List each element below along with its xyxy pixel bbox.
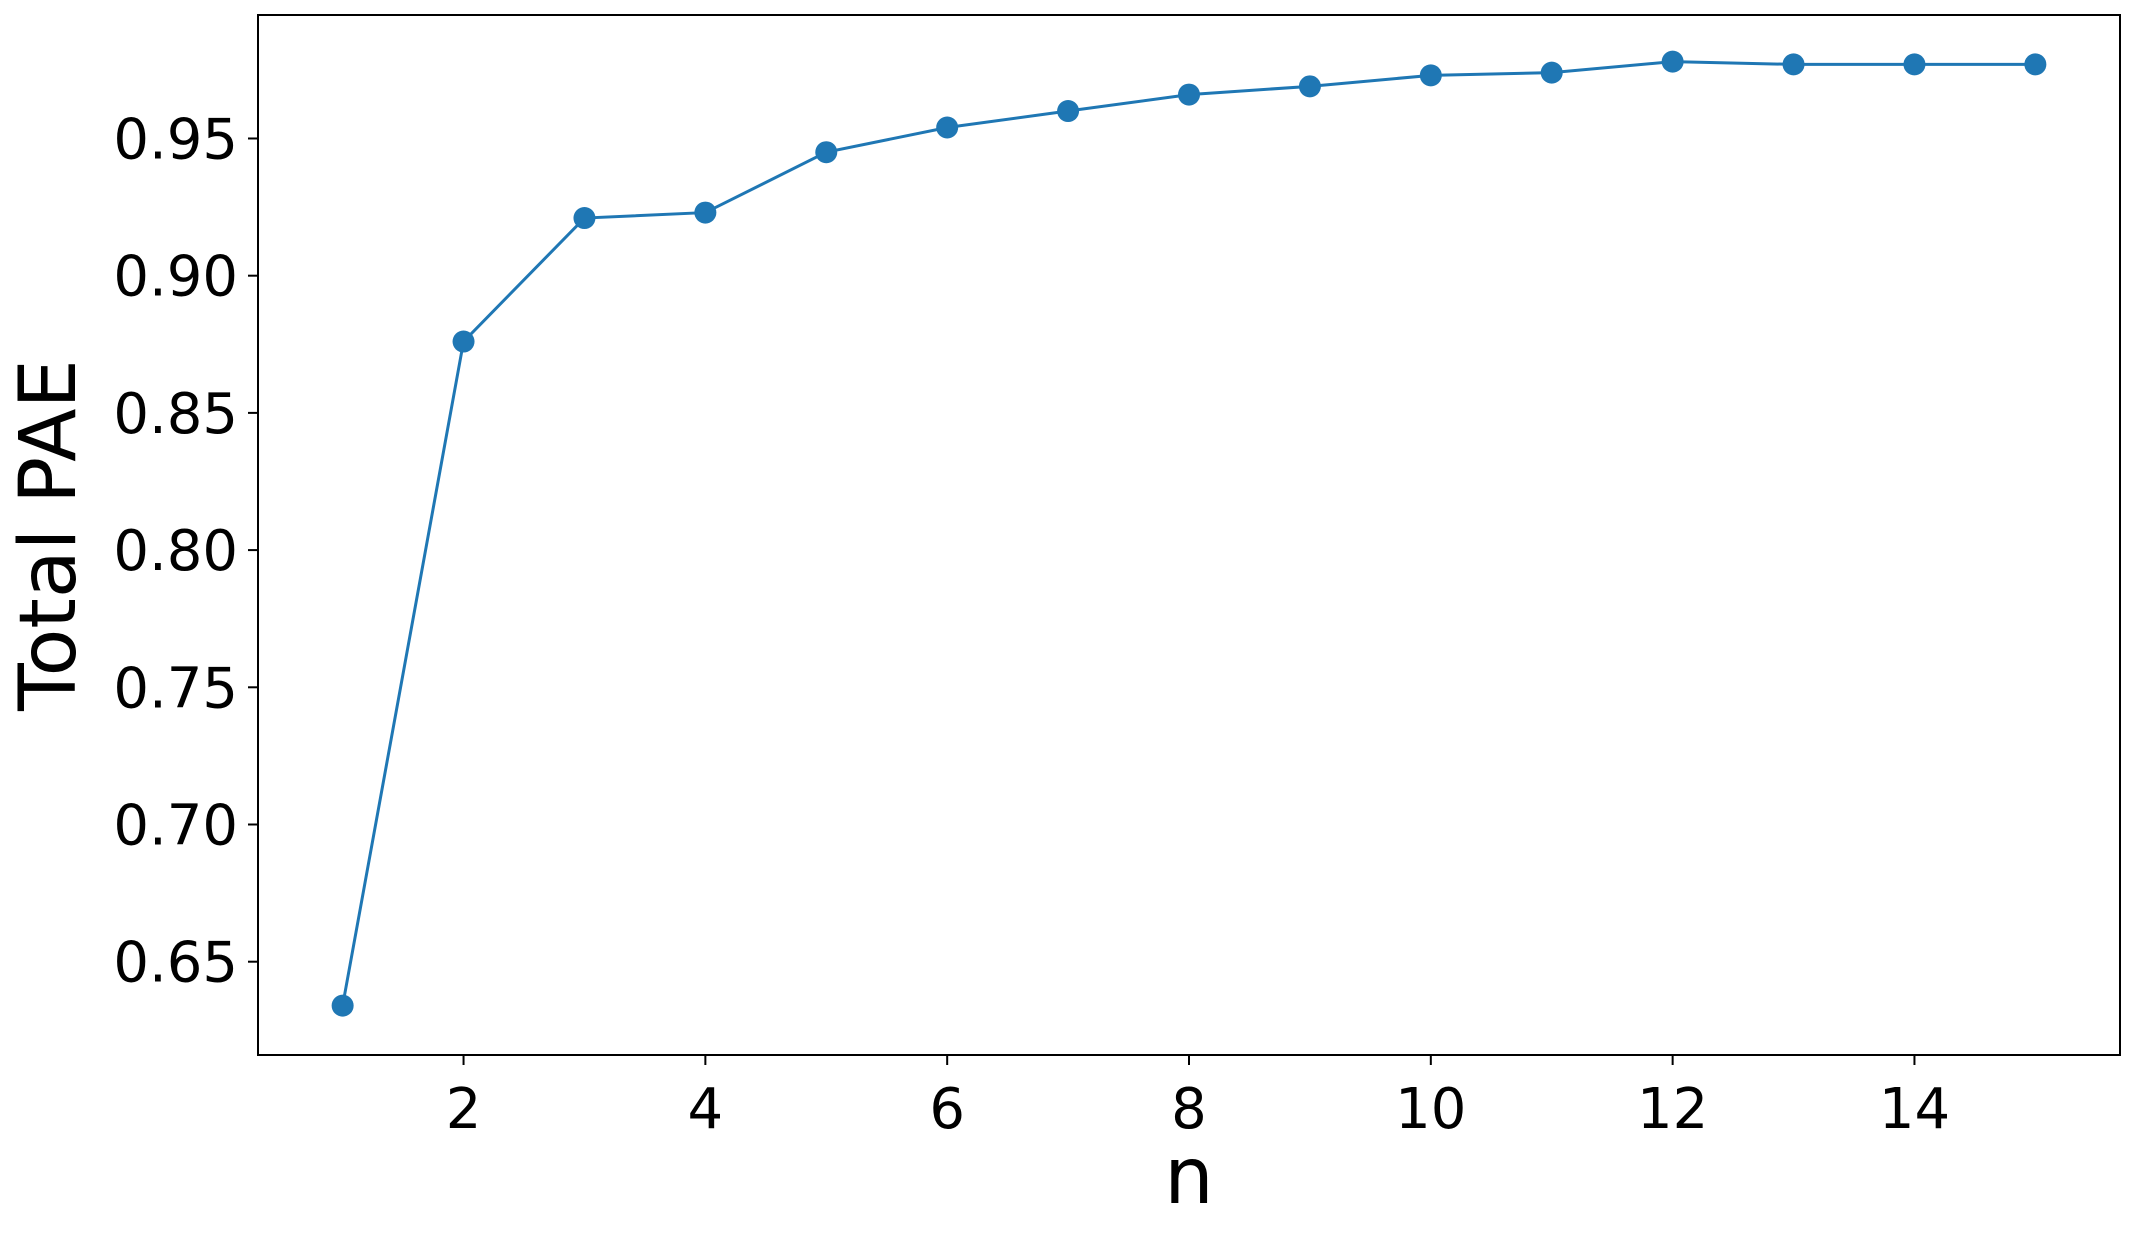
x-tick-label: 14 bbox=[1879, 1077, 1950, 1142]
x-tick-label: 10 bbox=[1395, 1077, 1466, 1142]
data-point bbox=[1661, 50, 1684, 73]
x-tick-label: 4 bbox=[688, 1077, 724, 1142]
y-tick-label: 0.85 bbox=[113, 382, 238, 447]
y-tick-label: 0.75 bbox=[113, 656, 238, 721]
series-layer bbox=[331, 50, 2047, 1017]
y-tick-label: 0.95 bbox=[113, 107, 238, 172]
y-tick-label: 0.70 bbox=[113, 793, 238, 858]
data-point bbox=[1178, 83, 1200, 106]
data-point bbox=[573, 207, 596, 230]
data-point bbox=[1903, 53, 1926, 76]
x-axis-label: n bbox=[1164, 1132, 1213, 1222]
data-point bbox=[452, 330, 475, 353]
x-tick-label: 6 bbox=[929, 1077, 965, 1142]
data-point bbox=[1540, 61, 1563, 84]
data-point bbox=[2024, 53, 2047, 76]
x-tick-label: 8 bbox=[1171, 1077, 1207, 1142]
y-axis-ticks: 0.65 0.70 0.75 0.80 0.85 0.90 0.95 bbox=[113, 107, 258, 996]
data-point bbox=[815, 141, 838, 164]
y-tick-label: 0.65 bbox=[113, 931, 238, 996]
data-point bbox=[1782, 53, 1805, 76]
y-tick-label: 0.90 bbox=[113, 245, 238, 310]
y-tick-label: 0.80 bbox=[113, 519, 238, 584]
x-tick-label: 12 bbox=[1637, 1077, 1708, 1142]
data-point bbox=[936, 116, 959, 139]
data-point bbox=[694, 201, 717, 224]
data-point bbox=[1419, 64, 1442, 87]
plot-area bbox=[257, 14, 2121, 1056]
x-axis-ticks: 2 4 6 8 10 12 14 bbox=[446, 1055, 1950, 1142]
data-point bbox=[1298, 75, 1321, 98]
data-point bbox=[331, 994, 354, 1017]
data-point bbox=[1057, 100, 1080, 123]
x-tick-label: 2 bbox=[446, 1077, 482, 1142]
y-axis-label: Total PAE bbox=[4, 359, 94, 712]
